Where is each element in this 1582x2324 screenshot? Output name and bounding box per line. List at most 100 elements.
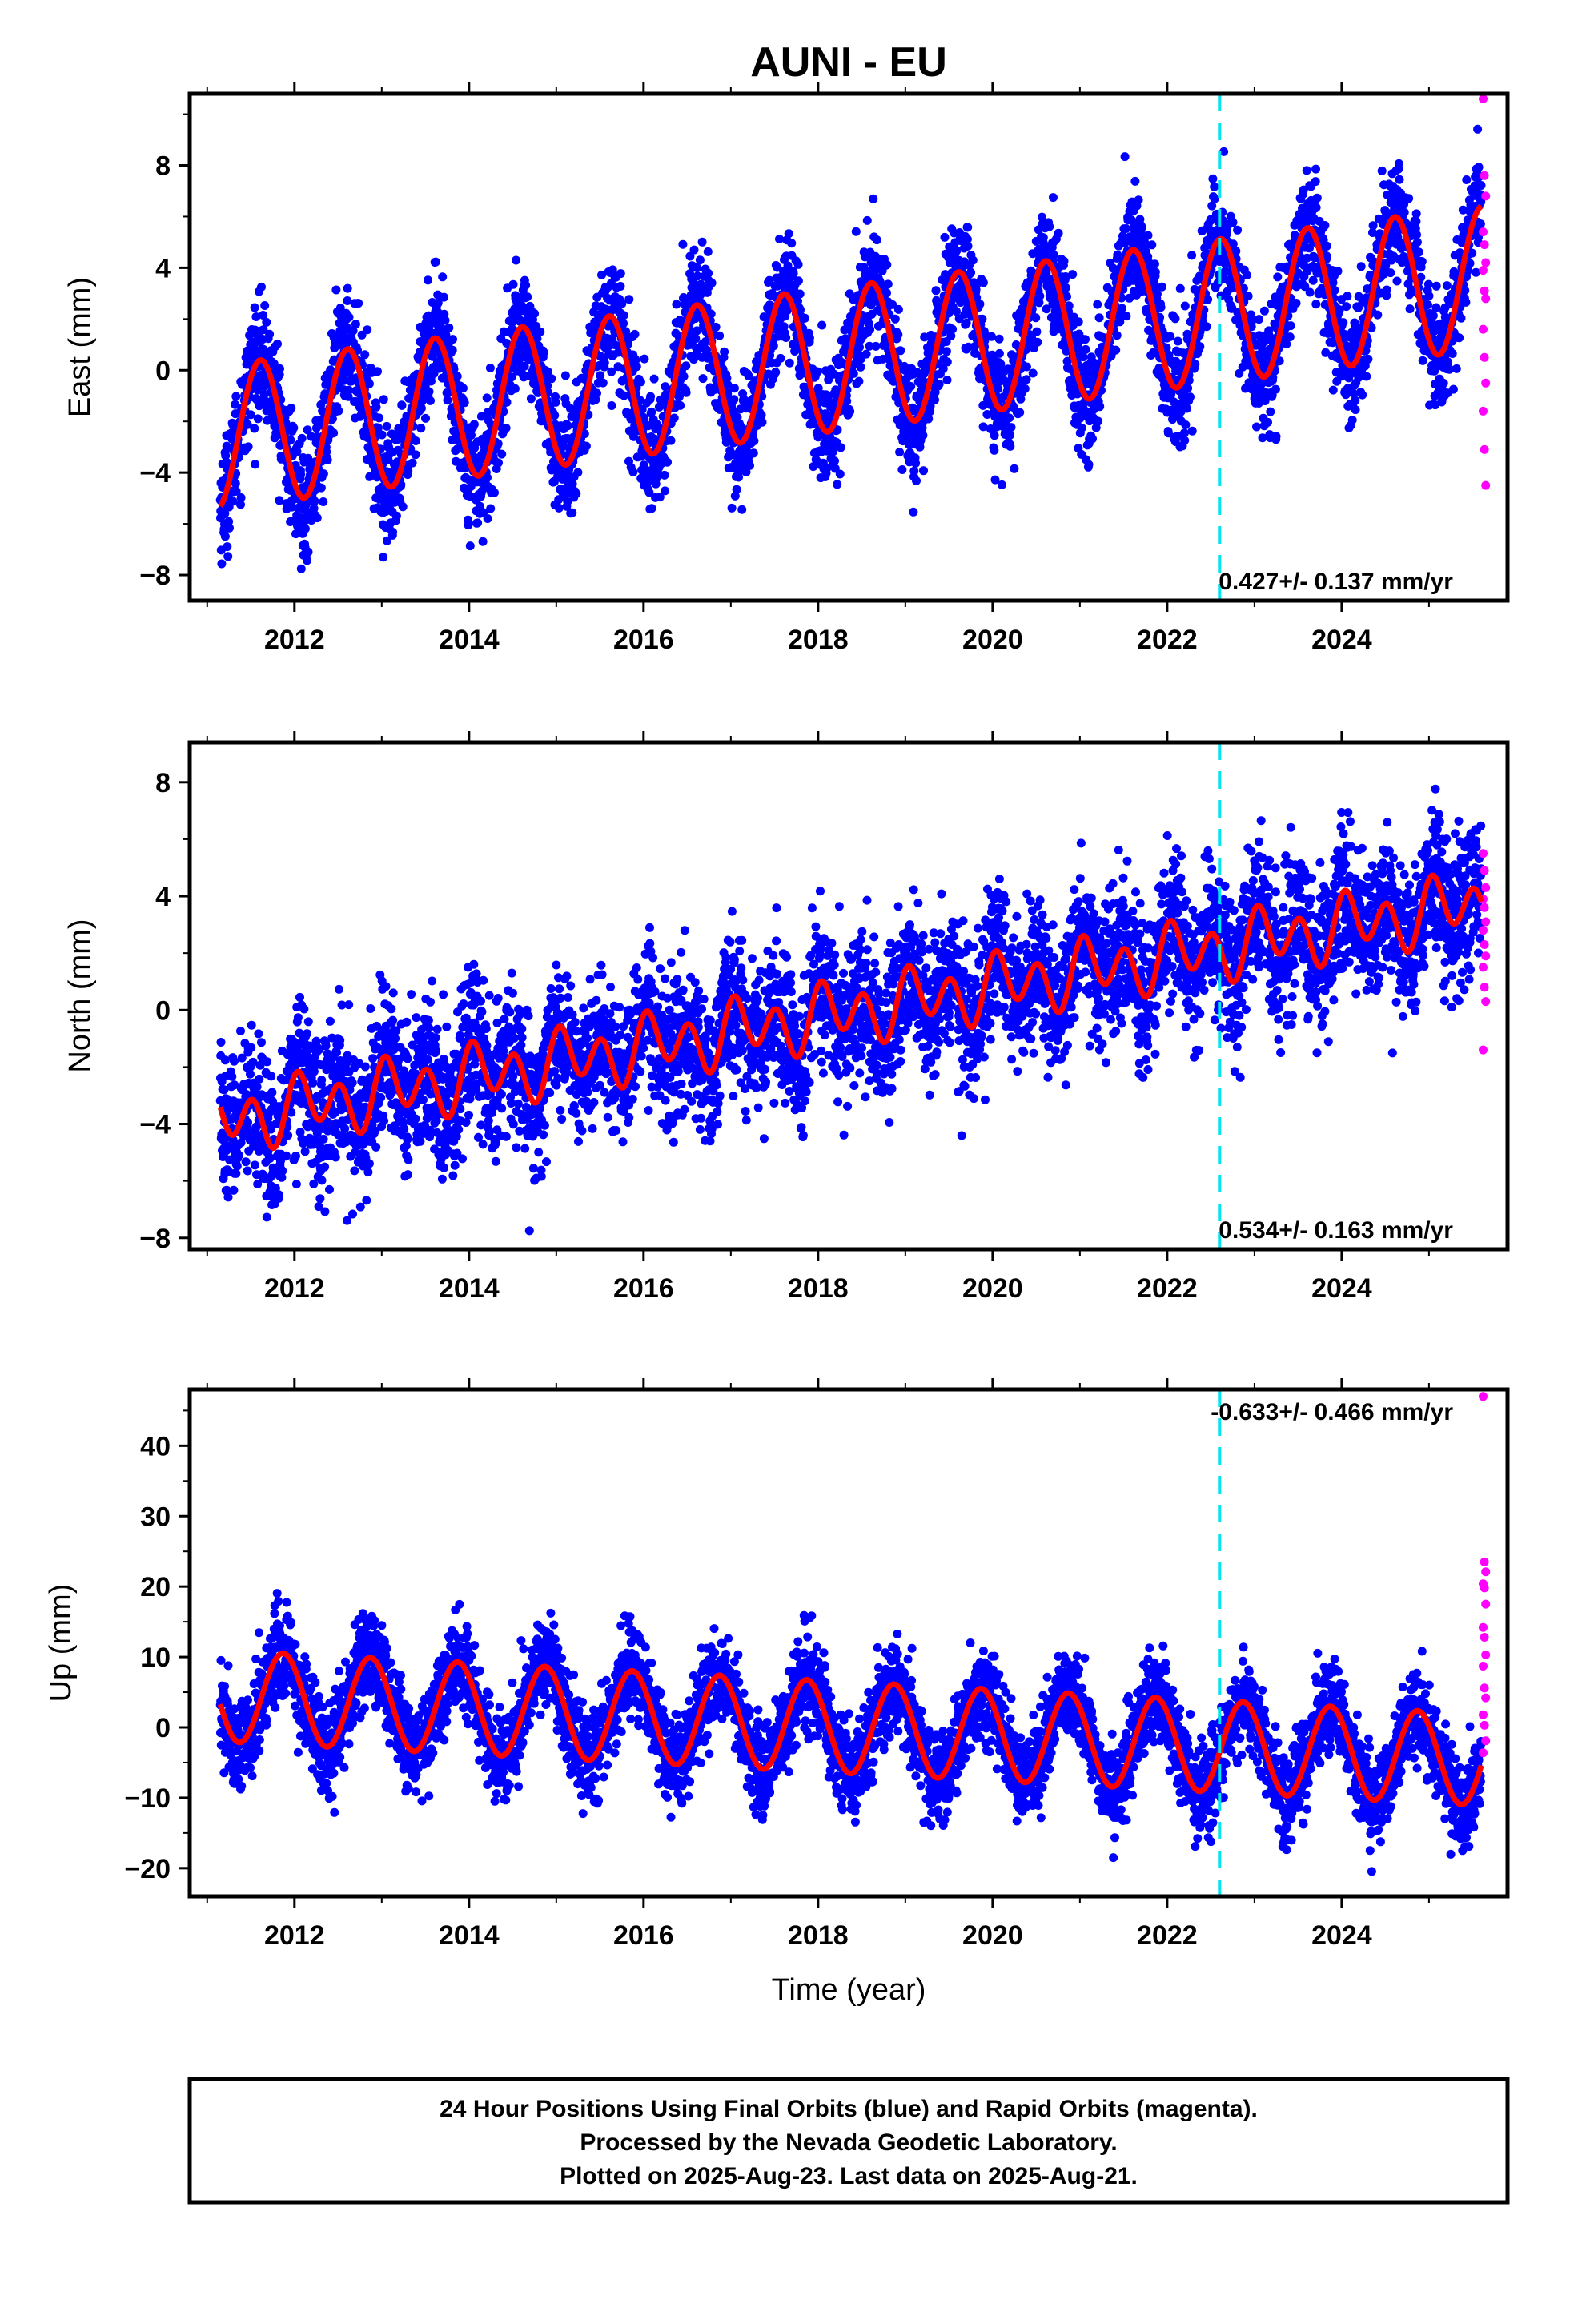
data-point [629, 432, 638, 441]
data-point [1231, 247, 1241, 256]
data-point [444, 323, 454, 332]
data-point [502, 397, 512, 407]
data-point [871, 341, 881, 351]
data-point [1335, 305, 1344, 315]
data-point [737, 505, 747, 514]
data-point [990, 431, 999, 440]
data-point [1094, 416, 1103, 426]
data-point [895, 448, 905, 457]
data-point [319, 469, 328, 479]
data-point [1235, 368, 1244, 378]
data-point [329, 428, 339, 438]
data-point [1405, 304, 1415, 314]
data-point [978, 278, 988, 287]
data-point [897, 465, 907, 474]
data-point [813, 367, 822, 376]
data-point [319, 497, 328, 506]
data-point [260, 301, 270, 310]
data-point [478, 537, 488, 546]
data-point [775, 235, 784, 243]
data-point [1266, 407, 1275, 416]
data-point [1373, 310, 1383, 320]
data-point [426, 376, 436, 386]
data-point [303, 556, 311, 565]
data-point [540, 348, 548, 357]
data-point [568, 508, 577, 517]
data-point [1068, 270, 1078, 279]
data-point [628, 467, 638, 476]
data-point [722, 373, 732, 383]
data-point [551, 397, 560, 407]
data-point [303, 453, 313, 463]
data-point [1305, 287, 1315, 297]
data-point [793, 296, 802, 306]
data-point [581, 441, 591, 451]
data-point [600, 358, 609, 368]
data-point [987, 332, 996, 341]
data-point [251, 312, 261, 321]
data-point [1360, 361, 1370, 371]
data-point [1333, 267, 1343, 276]
data-point [441, 330, 451, 340]
data-point [1328, 385, 1338, 395]
data-point [1022, 362, 1031, 372]
data-point [1122, 224, 1131, 233]
data-point [1059, 256, 1069, 266]
data-point [978, 422, 988, 432]
data-point [787, 239, 797, 248]
data-point [1247, 316, 1257, 325]
data-point [1404, 194, 1414, 203]
data-point [1125, 293, 1134, 303]
data-point [486, 504, 496, 513]
data-point [655, 493, 665, 502]
data-point [1243, 292, 1253, 301]
data-point [473, 518, 483, 528]
data-point [243, 442, 253, 452]
data-point [550, 411, 560, 420]
data-point [1120, 152, 1130, 162]
data-point [316, 483, 326, 493]
data-point [681, 388, 691, 397]
data-point [1233, 225, 1243, 235]
data-point [689, 245, 699, 255]
data-point [348, 326, 358, 336]
data-point [476, 412, 486, 421]
data-point [632, 362, 641, 372]
data-point [744, 371, 753, 380]
data-point [660, 470, 669, 480]
data-point [300, 524, 310, 533]
data-point [1166, 332, 1175, 341]
data-point [1170, 314, 1180, 324]
data-point [262, 317, 271, 327]
data-point [1061, 272, 1070, 281]
data-point [942, 376, 952, 384]
data-point [377, 430, 387, 440]
data-point [289, 423, 299, 432]
data-point [416, 424, 426, 433]
data-point [813, 384, 823, 393]
data-point [1367, 323, 1376, 332]
data-point [1147, 240, 1157, 250]
data-point [749, 436, 759, 445]
data-point [869, 194, 878, 203]
data-point [883, 279, 893, 289]
data-point [691, 334, 701, 344]
data-point [532, 334, 542, 344]
data-point [448, 335, 457, 344]
data-point [1330, 286, 1339, 295]
data-point [597, 270, 606, 279]
data-point [431, 257, 440, 267]
data-point [918, 431, 928, 440]
data-point [1351, 405, 1360, 415]
data-point [383, 536, 391, 545]
data-point [1368, 221, 1378, 231]
data-point [1223, 228, 1231, 238]
data-point [1184, 376, 1194, 385]
data-point [563, 421, 572, 431]
data-point [749, 448, 758, 458]
data-point [1094, 313, 1104, 323]
data-point [440, 292, 448, 302]
data-point [942, 357, 952, 367]
